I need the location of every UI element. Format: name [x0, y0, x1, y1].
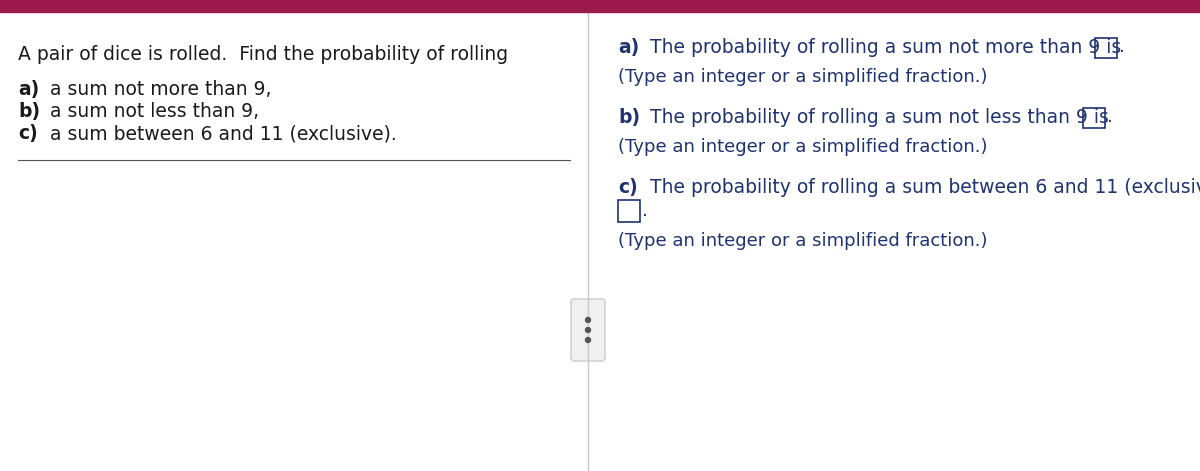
Text: b): b): [18, 102, 40, 121]
Text: The probability of rolling a sum not less than 9 is: The probability of rolling a sum not les…: [644, 108, 1109, 127]
Circle shape: [586, 338, 590, 342]
Bar: [0, 0, 1200, 12]
Bar: [1084, 108, 1105, 128]
Text: a sum not more than 9,: a sum not more than 9,: [44, 80, 271, 99]
Text: c): c): [18, 124, 37, 143]
Bar: [618, 200, 640, 222]
Text: b): b): [618, 108, 640, 127]
Text: a sum between 6 and 11 (exclusive).: a sum between 6 and 11 (exclusive).: [44, 124, 397, 143]
Text: (Type an integer or a simplified fraction.): (Type an integer or a simplified fractio…: [618, 68, 988, 86]
Text: .: .: [642, 201, 648, 220]
Circle shape: [586, 327, 590, 333]
Text: (Type an integer or a simplified fraction.): (Type an integer or a simplified fractio…: [618, 138, 988, 156]
Text: a): a): [18, 80, 40, 99]
FancyBboxPatch shape: [571, 299, 605, 361]
Text: .: .: [1108, 107, 1112, 126]
Text: .: .: [1120, 37, 1124, 56]
Text: c): c): [618, 178, 637, 197]
Circle shape: [586, 317, 590, 323]
Bar: [1096, 38, 1117, 58]
Text: A pair of dice is rolled.  Find the probability of rolling: A pair of dice is rolled. Find the proba…: [18, 45, 508, 64]
Text: The probability of rolling a sum not more than 9 is: The probability of rolling a sum not mor…: [644, 38, 1121, 57]
Text: The probability of rolling a sum between 6 and 11 (exclusive) is: The probability of rolling a sum between…: [644, 178, 1200, 197]
Text: a): a): [618, 38, 640, 57]
Text: a sum not less than 9,: a sum not less than 9,: [44, 102, 259, 121]
Text: (Type an integer or a simplified fraction.): (Type an integer or a simplified fractio…: [618, 232, 988, 250]
